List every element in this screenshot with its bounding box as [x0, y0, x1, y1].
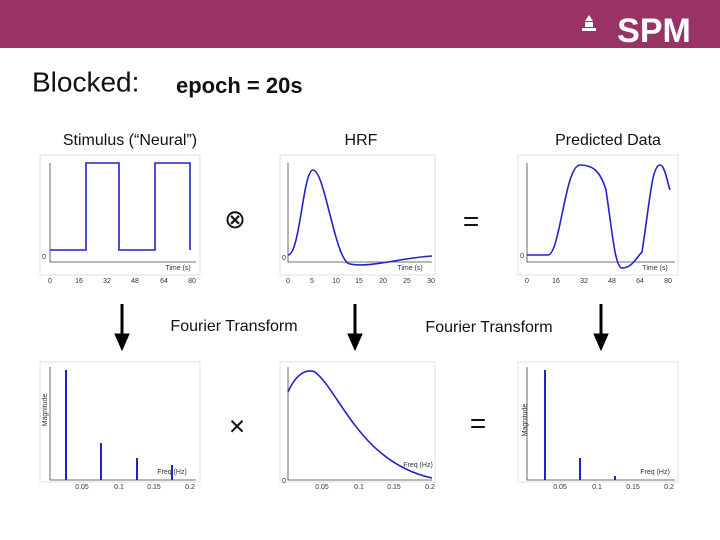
x-tick-label: 80 — [188, 278, 196, 285]
transform-label: Fourier Transform — [425, 319, 552, 336]
operator: ⊗ — [224, 204, 246, 234]
y-tick-label: 0 — [282, 255, 286, 262]
x-tick-label: 48 — [131, 278, 139, 285]
x-tick-label: 0.1 — [592, 484, 602, 491]
y-tick-label: 0 — [520, 253, 524, 260]
arrows — [114, 304, 609, 352]
x-tick-label: 16 — [552, 278, 560, 285]
x-axis-label: Time (s) — [397, 265, 422, 272]
title-detail: epoch = 20s — [176, 73, 303, 98]
x-tick-label: 0.2 — [664, 484, 674, 491]
x-tick-label: 0.2 — [425, 484, 435, 491]
y-tick-label: 0 — [282, 478, 286, 485]
x-tick-label: 80 — [664, 278, 672, 285]
operator: × — [229, 410, 245, 441]
logo: SPM — [617, 12, 691, 50]
x-tick-label: 10 — [332, 278, 340, 285]
y-axis-label: Magnitude — [42, 394, 49, 427]
x-tick-label: 5 — [310, 278, 314, 285]
column-label: HRF — [345, 132, 378, 149]
x-tick-label: 0.05 — [75, 484, 89, 491]
x-tick-label: 0 — [48, 278, 52, 285]
x-tick-label: 0.2 — [185, 484, 195, 491]
x-tick-label: 25 — [403, 278, 411, 285]
x-tick-label: 48 — [608, 278, 616, 285]
transform-label: Fourier Transform — [170, 318, 297, 335]
x-axis-label: Freq (Hz) — [403, 462, 433, 469]
x-tick-label: 0.05 — [315, 484, 329, 491]
x-tick-label: 0.1 — [354, 484, 364, 491]
operator: = — [470, 407, 486, 438]
x-tick-label: 15 — [355, 278, 363, 285]
x-axis-label: Time (s) — [642, 265, 667, 272]
x-axis-label: Time (s) — [165, 265, 190, 272]
x-tick-label: 0.15 — [387, 484, 401, 491]
x-tick-label: 0.15 — [626, 484, 640, 491]
x-tick-label: 20 — [379, 278, 387, 285]
y-tick-label: 0 — [42, 254, 46, 261]
x-tick-label: 0 — [525, 278, 529, 285]
column-label: Stimulus (“Neural”) — [63, 132, 197, 149]
x-axis-label: Freq (Hz) — [157, 469, 187, 476]
logo-icon — [582, 15, 596, 31]
x-tick-label: 64 — [636, 278, 644, 285]
column-label: Predicted Data — [555, 132, 661, 149]
x-axis-label: Freq (Hz) — [640, 469, 670, 476]
x-tick-label: 0.05 — [553, 484, 567, 491]
x-tick-label: 0.1 — [114, 484, 124, 491]
x-tick-label: 32 — [103, 278, 111, 285]
x-tick-label: 0 — [286, 278, 290, 285]
plot-illustrations — [39, 154, 679, 483]
x-tick-label: 30 — [427, 278, 435, 285]
x-tick-label: 64 — [160, 278, 168, 285]
x-tick-label: 32 — [580, 278, 588, 285]
header-bar — [0, 0, 720, 48]
x-tick-label: 16 — [75, 278, 83, 285]
operator: = — [463, 205, 479, 236]
title-lead: Blocked: — [32, 66, 139, 97]
x-tick-label: 0.15 — [147, 484, 161, 491]
y-axis-label: Magnitude — [522, 404, 529, 437]
